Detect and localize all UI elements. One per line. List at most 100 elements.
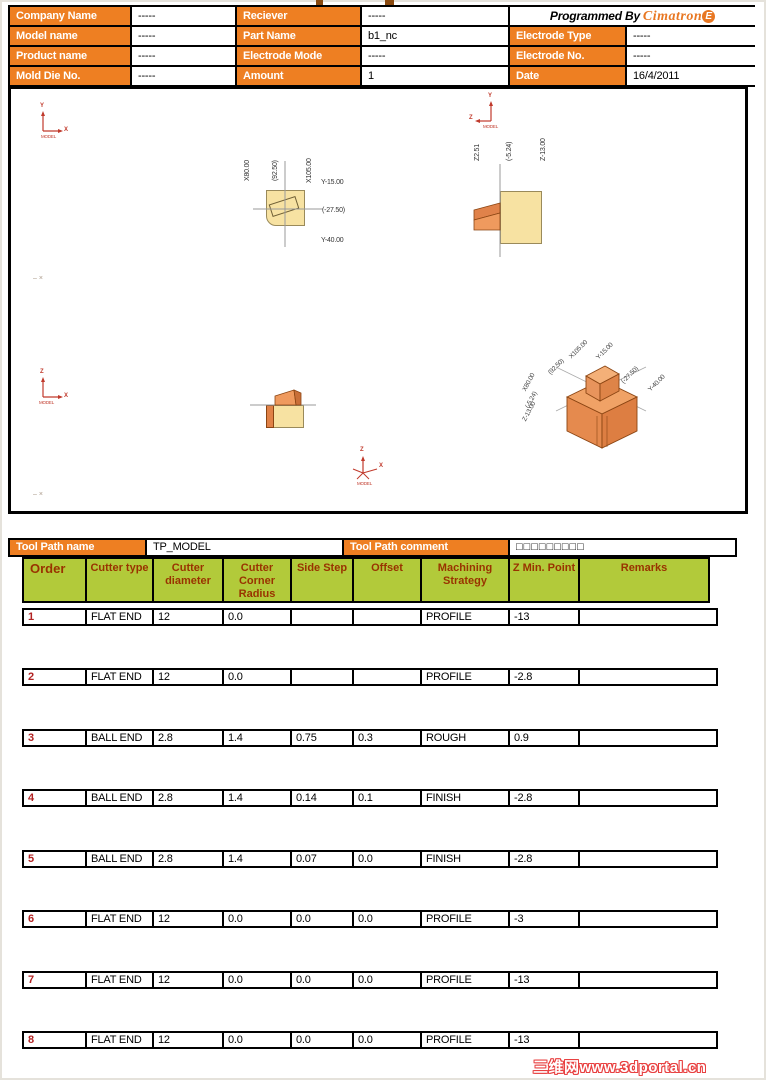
model-axis-icon: Z X MODEL: [33, 369, 69, 407]
cutter-type-cell: FLAT END: [87, 973, 152, 987]
header-cutter-diameter: Cutter diameter: [154, 559, 222, 601]
cutter-diameter-cell: 2.8: [154, 791, 222, 805]
offset-cell: 0.3: [354, 731, 420, 745]
reciever-value: -----: [362, 7, 508, 25]
toolpath-name-label: Tool Path name: [10, 540, 145, 555]
header-side-step: Side Step: [292, 559, 352, 601]
order-cell: 8: [24, 1033, 85, 1047]
model-name-label: Model name: [10, 27, 130, 45]
header-cutter-type: Cutter type: [87, 559, 152, 601]
corner-radius-cell: 0.0: [224, 610, 290, 624]
axis-x-label: X: [64, 127, 69, 133]
model-axis-icon: Y Z MODEL: [469, 93, 505, 131]
offset-cell: 0.0: [354, 912, 420, 926]
strategy-cell: PROFILE: [422, 912, 508, 926]
order-cell: 2: [24, 670, 85, 684]
side-step-cell: [292, 610, 352, 624]
remarks-cell: [580, 912, 716, 926]
axis-z-label: Z: [360, 447, 364, 453]
tool-row: 6 FLAT END 12 0.0 0.0 0.0 PROFILE -3: [22, 910, 718, 928]
side-step-cell: 0.75: [292, 731, 352, 745]
axis-y-label: Y: [488, 93, 493, 99]
corner-radius-cell: 1.4: [224, 852, 290, 866]
dim-label: Y-40.00: [321, 237, 344, 244]
cutter-diameter-cell: 12: [154, 973, 222, 987]
cimatron-e-badge-icon: E: [702, 10, 716, 23]
reciever-label: Reciever: [237, 7, 360, 25]
order-cell: 3: [24, 731, 85, 745]
axis-y-label: Y: [40, 103, 45, 109]
corner-radius-cell: 0.0: [224, 912, 290, 926]
axis-model-label: MODEL: [357, 481, 373, 486]
iso-boss-right: [599, 373, 620, 402]
front-view-electrode-top: [274, 389, 297, 406]
electrode-mode-label: Electrode Mode: [237, 47, 360, 65]
views-vector-layer: [250, 161, 647, 449]
order-cell: 6: [24, 912, 85, 926]
view-corner-mark: – ×: [33, 275, 43, 282]
cutter-type-cell: BALL END: [87, 731, 152, 745]
watermark: 三维网www.3dportal.cn: [533, 1059, 707, 1076]
tool-row: 4 BALL END 2.8 1.4 0.14 0.1 FINISH -2.8: [22, 789, 718, 807]
strategy-cell: FINISH: [422, 852, 508, 866]
strategy-cell: ROUGH: [422, 731, 508, 745]
company-name-label: Company Name: [10, 7, 130, 25]
header-remarks: Remarks: [580, 559, 708, 601]
offset-cell: 0.0: [354, 973, 420, 987]
iso-block-right: [601, 396, 638, 449]
remarks-cell: [580, 1033, 716, 1047]
offset-cell: 0.0: [354, 1033, 420, 1047]
product-name-label: Product name: [10, 47, 130, 65]
axis-x-label: X: [64, 393, 69, 399]
z-min-cell: -3: [510, 912, 578, 926]
dim-label: Z-13.00: [540, 138, 547, 161]
mold-die-no-value: -----: [132, 67, 235, 85]
front-view-electrode-side: [293, 389, 302, 406]
strategy-cell: PROFILE: [422, 973, 508, 987]
cimatron-logo-text: Cimatron: [642, 9, 703, 24]
tool-row: 2 FLAT END 12 0.0 PROFILE -2.8: [22, 668, 718, 686]
header-order: Order: [24, 559, 85, 601]
toolpath-name-value: TP_MODEL: [147, 540, 342, 555]
remarks-cell: [580, 610, 716, 624]
offset-cell: [354, 610, 420, 624]
header-corner-radius: Cutter Corner Radius: [224, 559, 290, 601]
programmed-by-text: Programmed By: [549, 9, 640, 23]
electrode-mode-value: -----: [362, 47, 508, 65]
offset-cell: 0.1: [354, 791, 420, 805]
side-step-cell: 0.07: [292, 852, 352, 866]
corner-radius-cell: 0.0: [224, 973, 290, 987]
z-min-cell: -13: [510, 1033, 578, 1047]
model-name-value: -----: [132, 27, 235, 45]
dim-label: (-27.50): [322, 207, 345, 214]
z-min-cell: -2.8: [510, 670, 578, 684]
tool-row: 8 FLAT END 12 0.0 0.0 0.0 PROFILE -13: [22, 1031, 718, 1049]
cutter-type-cell: BALL END: [87, 852, 152, 866]
corner-radius-cell: 0.0: [224, 1033, 290, 1047]
axis-model-label: MODEL: [39, 400, 55, 405]
toolpath-comment-label: Tool Path comment: [344, 540, 508, 555]
side-step-cell: 0.0: [292, 973, 352, 987]
mold-die-no-label: Mold Die No.: [10, 67, 130, 85]
cutter-diameter-cell: 12: [154, 670, 222, 684]
toolpath-comment-value: □□□□□□□□□: [510, 540, 735, 555]
corner-radius-cell: 0.0: [224, 670, 290, 684]
z-min-cell: -13: [510, 610, 578, 624]
title-fragment: [316, 0, 323, 5]
strategy-cell: FINISH: [422, 791, 508, 805]
amount-label: Amount: [237, 67, 360, 85]
z-min-cell: -13: [510, 973, 578, 987]
electrode-no-label: Electrode No.: [510, 47, 625, 65]
header-strategy: Machining Strategy: [422, 559, 508, 601]
axis-x-label: X: [379, 463, 384, 469]
side-step-cell: 0.14: [292, 791, 352, 805]
dim-label: Z2.51: [474, 144, 481, 161]
electrode-type-value: -----: [627, 27, 755, 45]
offset-cell: 0.0: [354, 852, 420, 866]
dim-label: Y-15.00: [321, 179, 344, 186]
header-offset: Offset: [354, 559, 420, 601]
cutter-type-cell: FLAT END: [87, 912, 152, 926]
dim-label: X105.00: [306, 158, 313, 183]
cutter-type-cell: FLAT END: [87, 1033, 152, 1047]
